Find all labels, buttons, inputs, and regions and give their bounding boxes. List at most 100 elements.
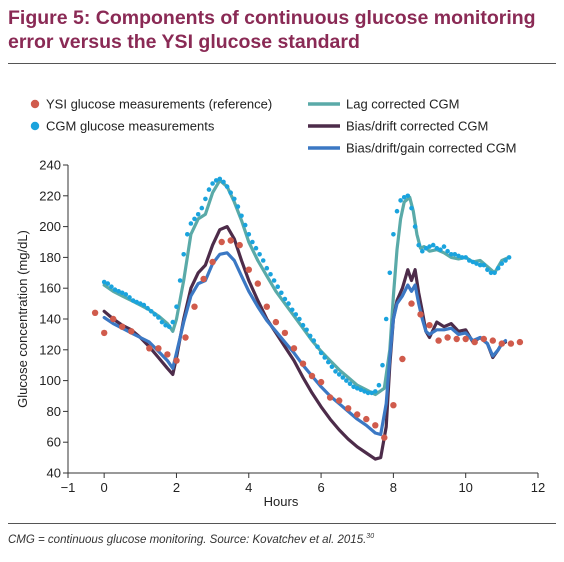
data-point-ysi — [290, 345, 298, 352]
data-point-cgm — [485, 267, 490, 273]
data-point-ysi — [308, 372, 316, 380]
data-point-ysi — [326, 394, 334, 401]
y-tick-label: 200 — [39, 219, 61, 234]
data-point-ysi — [372, 422, 379, 429]
data-point-cgm — [210, 181, 215, 186]
legend-marker-ysi — [30, 99, 40, 109]
data-point-ysi — [101, 329, 108, 337]
x-tick-label: 0 — [101, 480, 108, 495]
data-point-cgm — [138, 301, 143, 306]
footnote-text: CMG = continuous glucose monitoring. Sou… — [8, 533, 367, 546]
data-point-cgm — [315, 344, 320, 350]
data-point-cgm — [452, 252, 458, 257]
data-point-cgm — [271, 278, 277, 283]
data-point-cgm — [463, 255, 469, 260]
data-point-ysi — [408, 300, 415, 307]
x-tick-label: 4 — [245, 480, 252, 495]
data-point-cgm — [221, 179, 226, 185]
data-point-cgm — [228, 190, 233, 195]
data-point-cgm — [307, 333, 313, 339]
footnote-reference: 30 — [366, 533, 375, 540]
legend-marker-cgm — [30, 121, 40, 131]
data-point-cgm — [503, 258, 508, 263]
data-point-cgm — [358, 387, 364, 393]
data-point-cgm — [195, 212, 201, 217]
data-point-cgm — [145, 305, 150, 311]
data-point-ysi — [345, 405, 352, 412]
data-point-ysi — [200, 275, 207, 283]
data-point-cgm — [199, 205, 205, 211]
data-point-cgm — [232, 196, 237, 202]
data-point-cgm — [347, 381, 353, 387]
data-point-ysi — [498, 340, 505, 347]
data-point-cgm — [499, 261, 505, 266]
data-point-ysi — [173, 357, 180, 364]
data-point-cgm — [293, 312, 299, 317]
data-point-cgm — [354, 386, 360, 391]
data-point-cgm — [134, 299, 139, 305]
data-point-ysi — [263, 303, 270, 310]
data-point-cgm — [141, 302, 147, 308]
data-point-cgm — [477, 262, 483, 268]
data-point-cgm — [224, 184, 230, 189]
data-point-cgm — [119, 290, 125, 296]
y-tick-label: 140 — [39, 312, 61, 327]
data-point-cgm — [467, 258, 472, 263]
data-point-cgm — [506, 255, 512, 260]
data-point-ysi — [462, 335, 469, 343]
footnote-divider — [8, 523, 556, 524]
data-point-cgm — [203, 196, 208, 202]
data-point-cgm — [365, 390, 371, 396]
data-point-cgm — [383, 316, 389, 322]
footnote: CMG = continuous glucose monitoring. Sou… — [8, 533, 556, 546]
data-point-ysi — [516, 338, 524, 346]
data-point-ysi — [299, 360, 307, 367]
data-point-cgm — [448, 252, 454, 257]
data-point-ysi — [426, 322, 433, 329]
data-point-cgm — [286, 301, 291, 306]
data-point-cgm — [206, 187, 212, 192]
data-point-cgm — [405, 193, 411, 199]
data-point-cgm — [127, 295, 132, 300]
data-point-cgm — [398, 198, 403, 203]
data-point-cgm — [268, 272, 273, 277]
data-point-cgm — [333, 369, 338, 374]
data-point-cgm — [192, 216, 197, 222]
data-point-cgm — [148, 309, 154, 314]
data-point-cgm — [188, 221, 194, 226]
data-point-cgm — [474, 261, 479, 266]
data-point-cgm — [253, 245, 259, 251]
data-point-cgm — [282, 296, 288, 302]
data-point-cgm — [427, 244, 432, 249]
data-point-ysi — [236, 241, 243, 249]
data-point-cgm — [380, 362, 385, 368]
data-point-cgm — [275, 284, 281, 290]
data-point-cgm — [181, 252, 186, 257]
data-point-ysi — [317, 378, 325, 386]
series-line-lag — [102, 178, 511, 397]
data-point-ysi — [209, 258, 216, 266]
data-point-cgm — [351, 384, 356, 390]
data-point-cgm — [112, 287, 118, 293]
data-point-cgm — [401, 195, 407, 200]
data-point-ysi — [417, 311, 424, 318]
y-tick-label: 160 — [39, 281, 61, 296]
data-point-cgm — [156, 315, 161, 320]
data-point-cgm — [300, 322, 306, 328]
data-point-cgm — [289, 307, 295, 313]
legend-label-ysi: YSI glucose measurements (reference) — [46, 97, 272, 112]
data-point-cgm — [311, 338, 317, 343]
data-point-ysi — [218, 238, 225, 246]
series-line-gain — [102, 251, 508, 437]
data-point-cgm — [246, 232, 252, 237]
chart-series-lines — [102, 178, 511, 461]
chart-series-points — [91, 176, 524, 441]
x-tick-label: 12 — [531, 480, 545, 495]
data-point-cgm — [362, 389, 367, 394]
title-divider — [8, 63, 556, 64]
data-point-ysi — [91, 309, 99, 316]
data-point-ysi — [281, 329, 289, 337]
data-point-cgm — [166, 324, 172, 330]
data-point-cgm — [387, 270, 393, 276]
